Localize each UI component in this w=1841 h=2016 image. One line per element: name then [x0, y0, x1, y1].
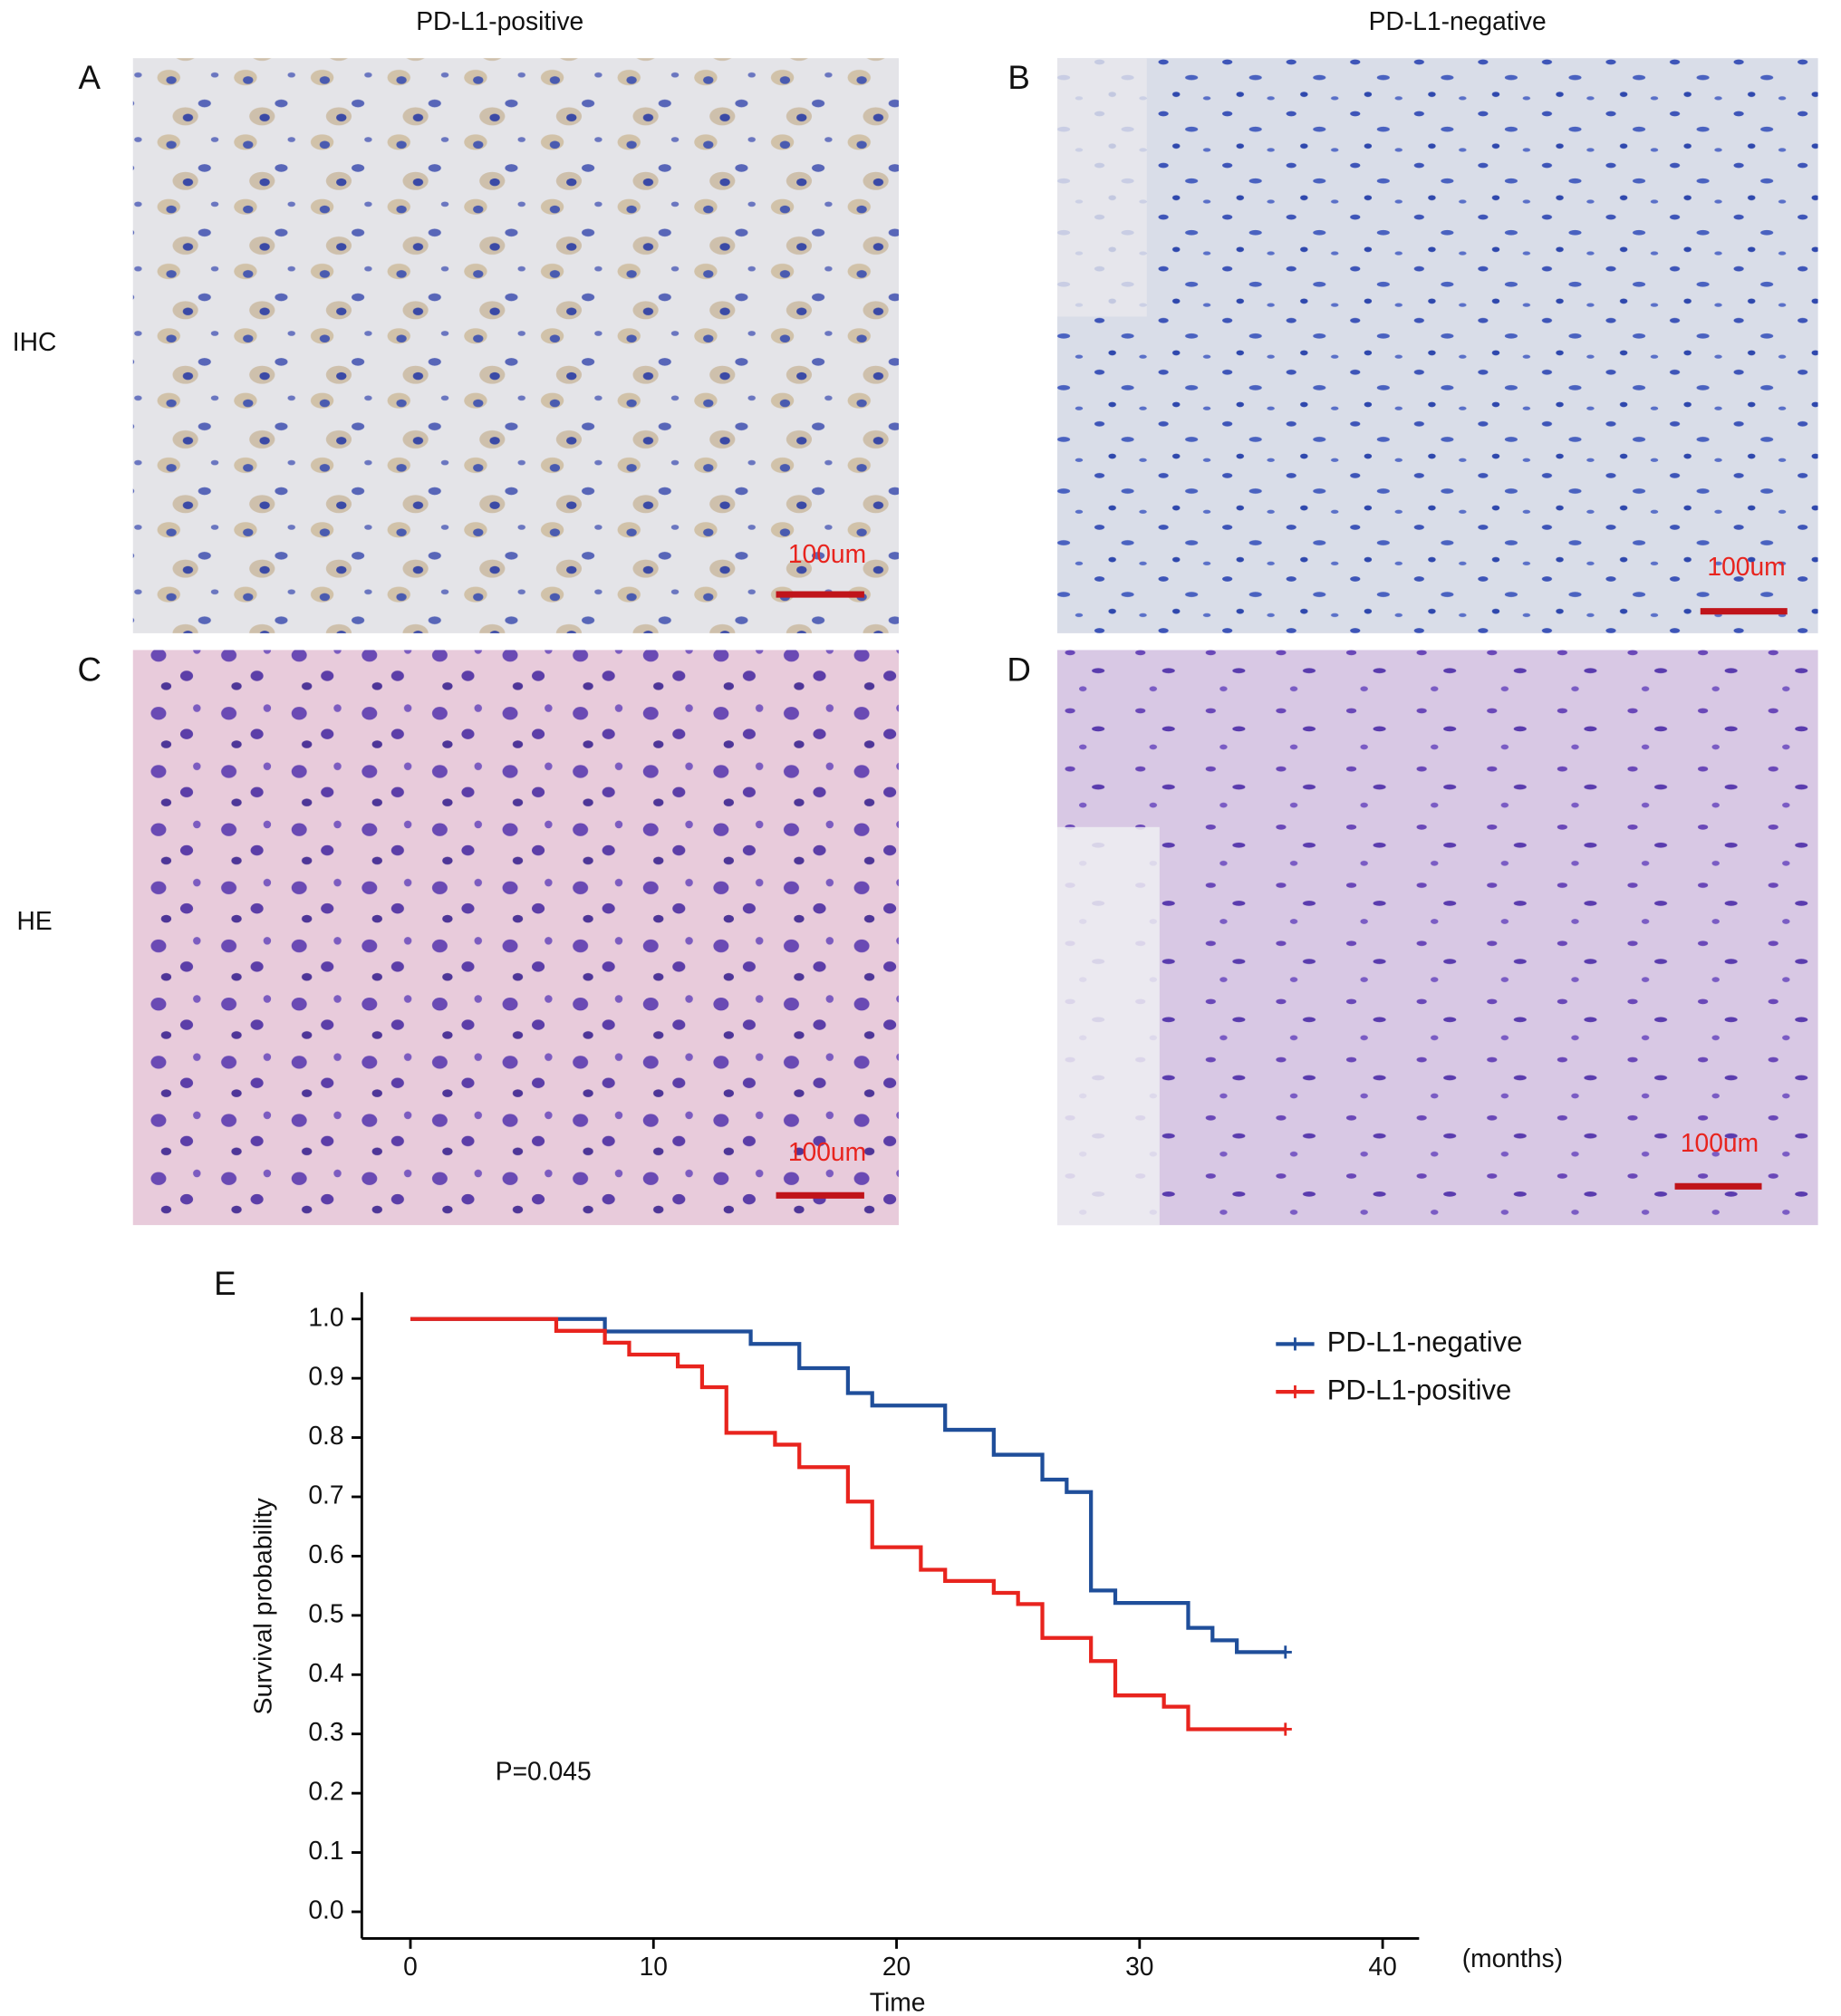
p-value: P=0.045 — [496, 1757, 592, 1786]
x-tick-label: 40 — [1368, 1953, 1396, 1982]
column-header: PD-L1-negative — [1369, 7, 1547, 36]
censor-mark — [1278, 1645, 1292, 1659]
panel-letter: B — [1007, 59, 1029, 96]
legend-label: PD-L1-negative — [1327, 1326, 1523, 1357]
censor-mark — [1278, 1722, 1292, 1736]
scale-label: 100um — [1707, 553, 1785, 582]
x-tick-label: 30 — [1125, 1953, 1153, 1982]
y-tick-label: 0.8 — [308, 1422, 343, 1451]
micrograph — [1056, 58, 1818, 633]
y-tick-label: 0.0 — [308, 1895, 343, 1924]
survival-curve — [410, 1317, 1286, 1731]
row-label: IHC — [13, 328, 57, 357]
survival-curve — [410, 1317, 1286, 1654]
y-tick-label: 0.2 — [308, 1778, 343, 1807]
panel-letter: A — [79, 59, 101, 96]
micrograph — [132, 58, 900, 633]
y-tick-label: 0.1 — [308, 1837, 343, 1866]
background-region — [1056, 58, 1147, 317]
column-header: PD-L1-positive — [416, 7, 583, 36]
scale-label: 100um — [1681, 1129, 1759, 1158]
y-tick-label: 0.6 — [308, 1540, 343, 1569]
scale-label: 100um — [788, 540, 866, 569]
y-tick-label: 0.7 — [308, 1481, 343, 1510]
panel-letter: D — [1007, 651, 1030, 688]
x-tick-label: 0 — [403, 1953, 418, 1982]
background-region — [1056, 826, 1160, 1226]
x-unit: (months) — [1462, 1944, 1563, 1973]
row-label: HE — [17, 907, 53, 936]
y-tick-label: 0.3 — [308, 1718, 343, 1747]
panel-letter: E — [214, 1265, 236, 1302]
x-tick-label: 10 — [640, 1953, 668, 1982]
y-tick-label: 0.4 — [308, 1659, 343, 1688]
x-tick-label: 20 — [882, 1953, 911, 1982]
panel-letter: C — [78, 651, 101, 688]
micrograph — [1056, 650, 1818, 1226]
scale-label: 100um — [788, 1138, 866, 1167]
y-tick-label: 0.9 — [308, 1363, 343, 1392]
legend-label: PD-L1-positive — [1327, 1374, 1512, 1405]
x-axis-title: Time — [870, 1989, 926, 2016]
micrograph — [132, 650, 900, 1226]
y-tick-label: 1.0 — [308, 1303, 343, 1332]
y-axis-title: Survival probability — [249, 1497, 278, 1714]
y-tick-label: 0.5 — [308, 1599, 343, 1628]
